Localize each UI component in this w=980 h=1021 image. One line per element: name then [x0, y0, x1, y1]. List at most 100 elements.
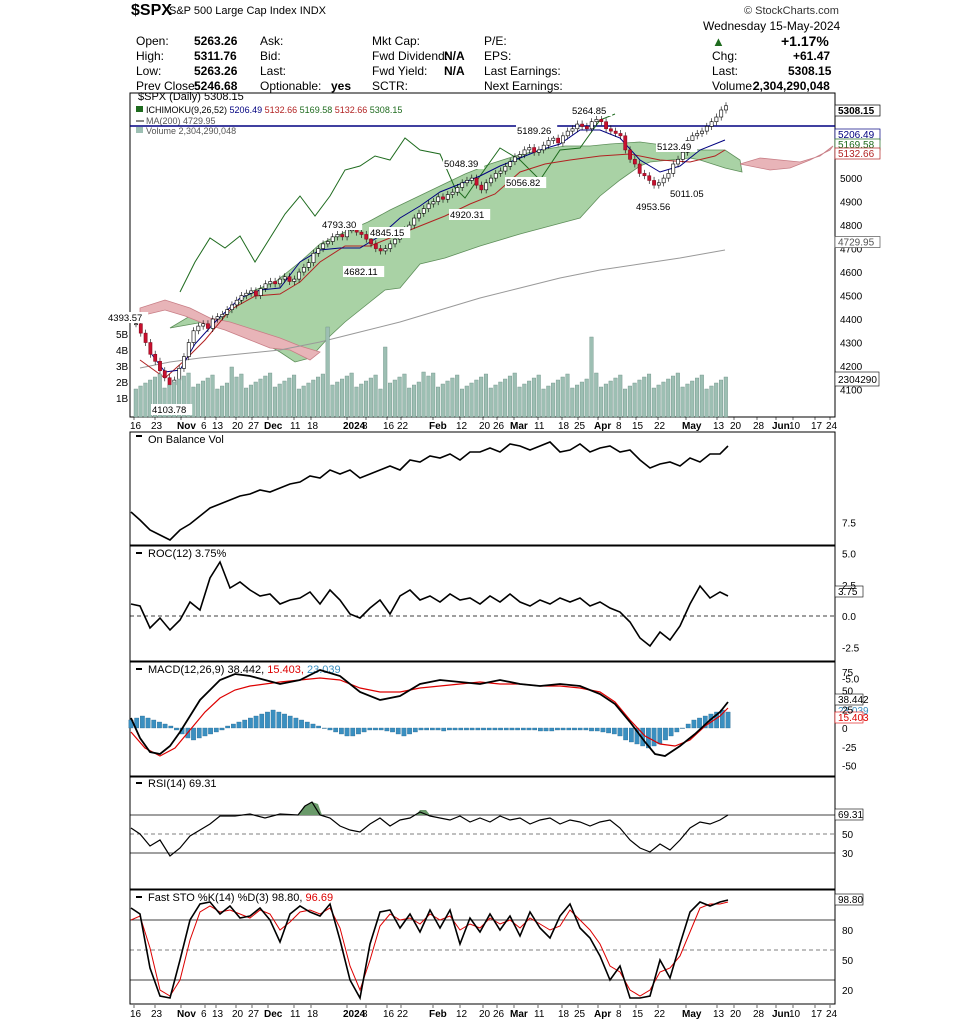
macd-signal-box [834, 711, 864, 724]
candle-body-116 [690, 135, 695, 141]
macd-hist-bar-96 [674, 727, 680, 733]
volume-bar-49 [368, 377, 373, 418]
x-bottom-tick-12: 16 [383, 1009, 395, 1020]
volume-bar-42 [335, 381, 340, 418]
label-mkt-cap: Mkt Cap: [372, 34, 421, 48]
candle-body-109 [656, 182, 661, 186]
candle-body-122 [719, 109, 724, 118]
sto-k-line [130, 899, 729, 1001]
candle-body-88 [556, 137, 561, 144]
volume-bar-33 [292, 374, 297, 418]
candle-body-74 [489, 177, 493, 184]
volume-bars [133, 326, 728, 418]
candle-body-32 [287, 276, 292, 282]
volume-bar-103 [627, 385, 632, 418]
volume-bar-23 [244, 387, 249, 418]
macd-hist-bar-82 [594, 727, 600, 732]
candle-body-28 [268, 281, 273, 285]
sto-y-tick-1: 50 [842, 956, 854, 967]
candle-body-111 [666, 173, 671, 179]
main-y-tick-0: 4100 [840, 386, 863, 397]
candle-body-27 [263, 283, 268, 289]
macd-y-tick-1: 50 [842, 687, 854, 698]
main-y-tick-1: 4200 [840, 362, 863, 373]
macd-hist-bar-66 [503, 727, 509, 731]
macd-hist-bar-68 [515, 727, 520, 731]
rsi-panel: RSI(14) 69.31 69.31 [130, 778, 863, 857]
volume-bar-7 [167, 384, 172, 418]
macd-hist-bar-22 [253, 715, 259, 729]
annotation-box-0 [107, 312, 149, 323]
volume-bar-20 [229, 366, 234, 418]
volume-bar-48 [364, 380, 369, 418]
x-top-tick-16: 20 [479, 421, 491, 432]
macd-hist-bar-79 [577, 727, 583, 731]
x-bottom-tick-19: 11 [534, 1009, 545, 1020]
volume-bar-87 [551, 382, 556, 418]
value-pct-change: +1.17% [781, 33, 829, 49]
roc-panel-frame [129, 545, 836, 662]
sub-y-axes: 7.5 5.0 2.5 0.0 -2.5 -5.075 50 25 0 -25 -50 50 30 80 5… [842, 518, 860, 997]
value-prev-close: 5246.68 [194, 79, 238, 93]
volume-bar-113 [675, 372, 680, 418]
macd-hist-bar-87 [623, 727, 629, 741]
ichimoku-cloud-bull [169, 141, 743, 363]
macd-hist-bar-41 [361, 727, 367, 733]
volume-bar-105 [637, 379, 642, 418]
main-y-axis: 4100 4200 4300 4400 4500 4600 4700 4800 4900 5000… [840, 151, 863, 397]
macd-hist-bar-23 [259, 713, 265, 729]
ma200-line [139, 249, 726, 369]
annotation-5: 4920.31 [450, 210, 484, 221]
macd-hist-bar-70 [526, 727, 532, 731]
macd-hist-bar-62 [481, 727, 486, 731]
macd-hist-bar-32 [310, 723, 316, 729]
annotation-0: 4393.57 [108, 313, 142, 324]
x-top-tick-2: Nov [177, 421, 196, 432]
volume-tick-1: 4B [116, 346, 129, 357]
macd-hist-bar-36 [333, 727, 339, 733]
volume-bar-77 [503, 378, 508, 418]
candle-body-21 [234, 299, 239, 306]
macd-hist-bar-49 [407, 727, 412, 735]
macd-hist-bar-85 [611, 727, 617, 735]
macd-hist-bar-21 [248, 717, 253, 729]
candle-body-31 [282, 276, 287, 280]
volume-bar-86 [546, 385, 551, 418]
volume-bar-18 [220, 385, 225, 418]
macd-hist-bar-4 [151, 719, 157, 729]
label-open: Open: [136, 34, 169, 48]
candle-body-12 [191, 330, 196, 343]
x-top-tick-17: 26 [493, 421, 505, 432]
volume-bar-27 [263, 375, 268, 418]
x-bottom-tick-17: 26 [493, 1009, 505, 1020]
macd-hist-bar-18 [230, 723, 236, 729]
x-bottom-tick-8: 11 [290, 1009, 301, 1020]
obv-panel: On Balance Vol [130, 434, 729, 541]
candle-body-16 [210, 318, 215, 329]
candle-body-10 [182, 356, 186, 369]
sto-y-tick-2: 20 [842, 986, 854, 997]
x-bottom-tick-15: 12 [456, 1009, 468, 1020]
right-label-box-0 [834, 104, 881, 117]
label-sctr: SCTR: [372, 79, 408, 93]
volume-bar-21 [234, 376, 239, 418]
candle-body-92 [575, 123, 580, 130]
macd-label-2: 15.403 [838, 713, 869, 724]
volume-bar-22 [239, 373, 244, 418]
volume-bar-100 [613, 377, 618, 418]
annotation-1: 4103.78 [152, 405, 186, 416]
sto-d-text: 96.69 [306, 892, 334, 904]
x-top-tick-1: 23 [151, 421, 163, 432]
x-top-tick-22: Apr [594, 421, 611, 432]
macd-title: MACD(12,26,9) 38.442, 15.403, 23.039 [148, 664, 341, 676]
x-bottom-tick-4: 13 [212, 1009, 224, 1020]
main-y-tick-9: 5000 [840, 174, 863, 185]
x-top-tick-30: Jun [772, 421, 790, 432]
macd-label-1: 23.039 [838, 706, 869, 717]
main-price-panel: 4393.57 4103.78 4682.11 4793.30 4845.15 4920.… [107, 102, 881, 418]
candle-body-86 [546, 140, 551, 146]
label-bid: Bid: [260, 49, 281, 63]
volume-bar-19 [224, 382, 229, 418]
